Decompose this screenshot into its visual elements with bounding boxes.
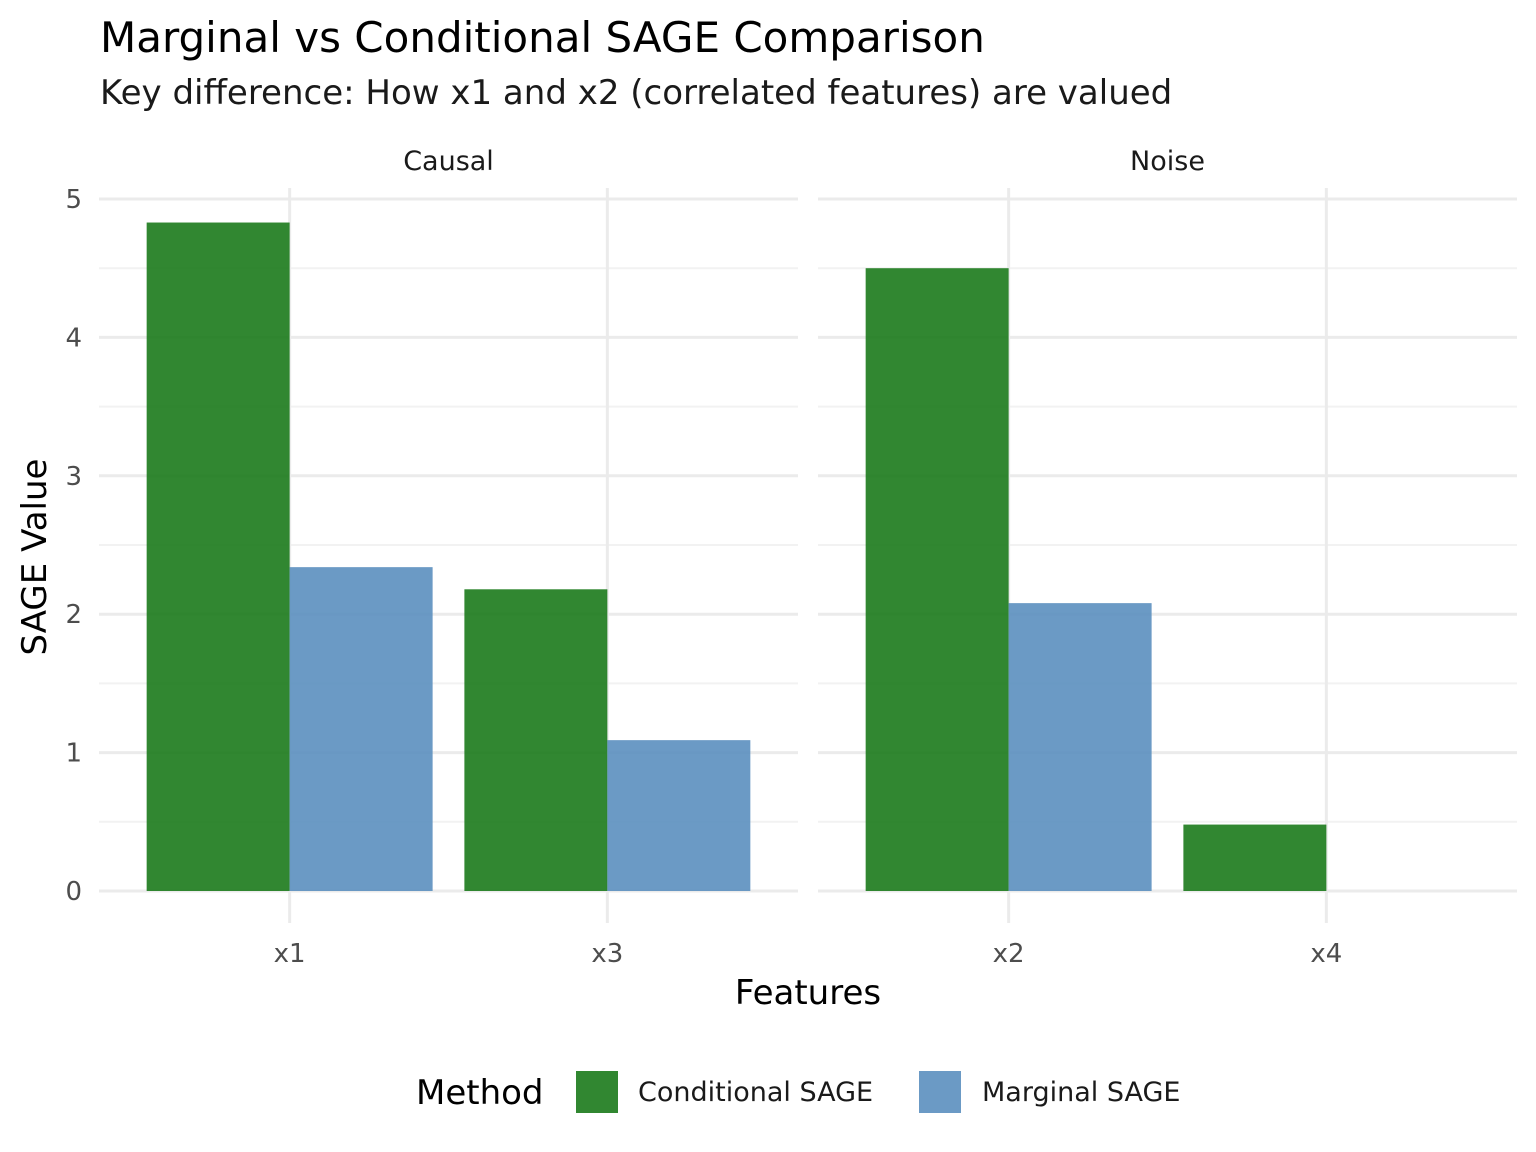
bar-x2-marginal — [1008, 603, 1152, 891]
x-axis-title: Features — [735, 973, 881, 1013]
facet-panel-causal: x1 x3 Causal — [99, 146, 798, 969]
facet-panels: x1 x3 Causal x2 x4 Noise — [99, 146, 1517, 969]
legend-title: Method — [416, 1073, 544, 1113]
facet-panel-noise: x2 x4 Noise — [818, 146, 1517, 969]
y-tick-label: 4 — [65, 323, 82, 353]
y-tick-label: 0 — [65, 877, 82, 907]
legend-label-conditional: Conditional SAGE — [638, 1077, 873, 1108]
y-tick-label: 3 — [65, 462, 82, 492]
facet-strip-label: Causal — [403, 146, 494, 177]
bar-x3-conditional — [464, 589, 608, 891]
y-tick-label: 2 — [65, 600, 82, 630]
y-axis-title: SAGE Value — [15, 459, 55, 656]
y-tick-label: 1 — [65, 739, 82, 769]
y-tick-label: 5 — [65, 185, 82, 215]
legend-key-marginal — [919, 1071, 961, 1113]
facet-strip-label: Noise — [1130, 146, 1205, 177]
bar-x4-conditional — [1183, 824, 1327, 891]
bar-x1-marginal — [289, 567, 433, 891]
bar-x3-marginal — [607, 740, 751, 891]
x-tick-label: x1 — [274, 939, 306, 969]
x-tick-label: x4 — [1310, 939, 1342, 969]
chart-title: Marginal vs Conditional SAGE Comparison — [100, 13, 985, 62]
bar-x2-conditional — [865, 268, 1009, 891]
legend-key-conditional — [576, 1071, 618, 1113]
y-axis-ticks: 0 1 2 3 4 5 — [65, 185, 82, 907]
bar-x1-conditional — [146, 222, 290, 891]
legend-label-marginal: Marginal SAGE — [982, 1077, 1180, 1108]
legend: Method Conditional SAGE Marginal SAGE — [416, 1071, 1180, 1113]
x-tick-label: x3 — [591, 939, 623, 969]
chart-subtitle: Key difference: How x1 and x2 (correlate… — [100, 73, 1172, 113]
x-tick-label: x2 — [993, 939, 1025, 969]
